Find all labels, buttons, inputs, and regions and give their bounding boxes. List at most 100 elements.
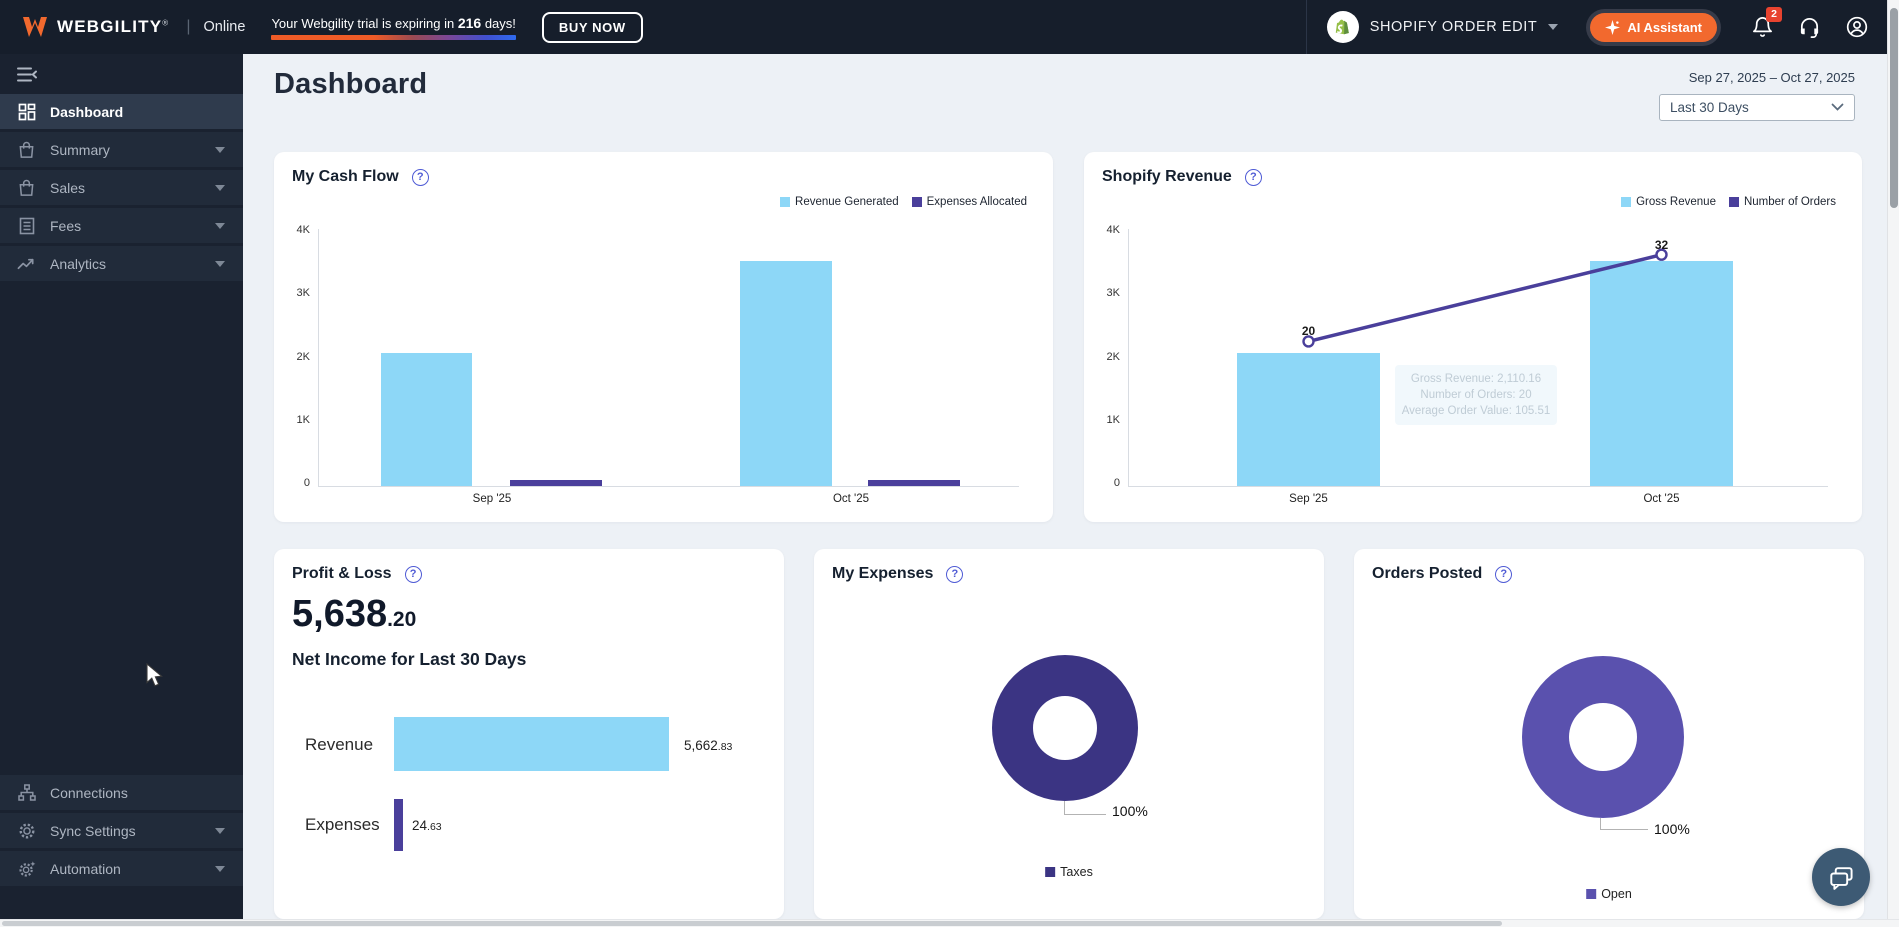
legend-item: Number of Orders bbox=[1728, 196, 1836, 208]
store-selector[interactable]: SHOPIFY ORDER EDIT bbox=[1307, 11, 1579, 43]
chevron-down-icon bbox=[215, 260, 225, 267]
orders-line-series bbox=[1302, 248, 1668, 348]
sidebar-item-analytics[interactable]: Analytics bbox=[0, 246, 243, 281]
revenue-generated-bar bbox=[740, 261, 832, 486]
trend-icon bbox=[17, 254, 36, 273]
horizontal-scrollbar[interactable] bbox=[0, 919, 1899, 927]
vertical-scrollbar-thumb[interactable] bbox=[1890, 8, 1898, 208]
vertical-scrollbar[interactable] bbox=[1887, 0, 1899, 927]
y-axis-tick: 2K bbox=[296, 350, 310, 363]
expenses-bar bbox=[394, 799, 403, 851]
webgility-logo: WEBGILITY® | Online bbox=[22, 15, 245, 39]
y-axis-tick: 0 bbox=[1113, 477, 1120, 489]
net-income-subtitle: Net Income for Last 30 Days bbox=[292, 649, 527, 669]
webgility-logo-icon bbox=[23, 17, 47, 37]
help-icon[interactable]: ? bbox=[404, 565, 422, 583]
main-content: Dashboard Sep 27, 2025 – Oct 27, 2025 La… bbox=[243, 54, 1899, 927]
sidebar-item-label: Summary bbox=[50, 141, 110, 158]
bag-icon bbox=[17, 140, 36, 159]
x-axis-line bbox=[1128, 486, 1828, 487]
card-title: Orders Posted bbox=[1372, 565, 1483, 582]
support-button[interactable] bbox=[1798, 16, 1821, 39]
sidebar-item-summary[interactable]: Summary bbox=[0, 132, 243, 167]
expenses-row-label: Expenses bbox=[305, 815, 380, 834]
sidebar-bottom-nav: Connections Sync Settings Automation bbox=[0, 775, 243, 889]
brand-separator: | bbox=[186, 18, 191, 35]
topbar-divider bbox=[1305, 0, 1307, 54]
chevron-down-icon bbox=[215, 222, 225, 229]
sidebar-main-nav: Dashboard Summary Sales Fees Analytics bbox=[0, 94, 243, 284]
card-shopify-revenue: Shopify Revenue? Gross Revenue Number of … bbox=[1084, 152, 1862, 522]
gross-revenue-bar bbox=[1237, 353, 1380, 486]
period-select[interactable]: Last 30 Days bbox=[1659, 94, 1855, 121]
donut-legend: Open bbox=[1586, 887, 1632, 901]
expenses-allocated-bar bbox=[868, 480, 960, 486]
sidebar-item-automation[interactable]: Automation bbox=[0, 851, 243, 886]
sidebar-item-fees[interactable]: Fees bbox=[0, 208, 243, 243]
trial-progress-bar bbox=[271, 34, 516, 40]
sparkle-icon bbox=[1605, 19, 1621, 35]
y-axis-tick: 4K bbox=[1106, 224, 1120, 236]
revenue-bar bbox=[394, 717, 669, 771]
card-title: Profit & Loss bbox=[292, 565, 392, 582]
line-point-label: 20 bbox=[1301, 324, 1316, 339]
expenses-donut-chart bbox=[992, 655, 1138, 801]
legend-label: Gross Revenue bbox=[1636, 196, 1716, 208]
period-select-value: Last 30 Days bbox=[1670, 100, 1749, 115]
help-icon[interactable]: ? bbox=[1244, 168, 1262, 186]
legend-swatch bbox=[1621, 197, 1632, 207]
legend-label: Revenue Generated bbox=[795, 196, 899, 208]
sidebar-item-dashboard[interactable]: Dashboard bbox=[0, 94, 243, 129]
sidebar-item-sync-settings[interactable]: Sync Settings bbox=[0, 813, 243, 848]
chevron-down-icon bbox=[215, 865, 225, 872]
legend-item: Open bbox=[1586, 887, 1632, 901]
help-icon[interactable]: ? bbox=[946, 565, 964, 583]
revenue-value: 5,662.83 bbox=[684, 738, 733, 753]
document-icon bbox=[17, 216, 36, 235]
sidebar-item-sales[interactable]: Sales bbox=[0, 170, 243, 205]
y-axis-tick: 4K bbox=[296, 224, 310, 236]
sidebar-collapse-button[interactable] bbox=[0, 54, 243, 94]
legend-swatch bbox=[780, 197, 791, 207]
ai-assistant-button[interactable]: AI Assistant bbox=[1590, 12, 1717, 42]
collapse-menu-icon bbox=[17, 67, 37, 81]
x-axis-label: Oct '25 bbox=[1643, 493, 1680, 505]
sidebar-item-label: Connections bbox=[50, 784, 128, 801]
gear-icon bbox=[17, 821, 36, 840]
legend-label: Expenses Allocated bbox=[926, 196, 1027, 208]
line-point bbox=[1302, 335, 1315, 348]
help-icon[interactable]: ? bbox=[1495, 565, 1513, 583]
help-icon[interactable]: ? bbox=[411, 168, 429, 186]
donut-callout-line bbox=[1600, 818, 1648, 830]
registered-mark: ® bbox=[162, 18, 170, 28]
buy-now-button[interactable]: BUY NOW bbox=[541, 11, 643, 43]
legend-label: Taxes bbox=[1060, 865, 1093, 879]
sidebar-item-label: Fees bbox=[50, 217, 82, 234]
donut-callout-line bbox=[1064, 801, 1106, 815]
notifications-button[interactable]: 2 bbox=[1751, 6, 1782, 39]
chat-support-button[interactable] bbox=[1812, 848, 1870, 906]
y-axis-tick: 3K bbox=[1106, 287, 1120, 300]
x-axis-label: Sep '25 bbox=[1289, 493, 1328, 505]
legend-item: Gross Revenue bbox=[1621, 196, 1716, 208]
expenses-value: 24.63 bbox=[412, 818, 442, 833]
y-axis-tick: 2K bbox=[1106, 350, 1120, 363]
y-axis-tick: 0 bbox=[303, 477, 310, 489]
bag-icon bbox=[17, 178, 36, 197]
x-axis-line bbox=[318, 486, 1019, 487]
chart-tooltip: Gross Revenue: 2,110.16 Number of Orders… bbox=[1395, 365, 1557, 426]
legend-item: Revenue Generated bbox=[780, 196, 899, 208]
date-range-label: Sep 27, 2025 – Oct 27, 2025 bbox=[1688, 70, 1855, 85]
horizontal-scrollbar-thumb[interactable] bbox=[2, 921, 1502, 926]
chart-legend: Revenue Generated Expenses Allocated bbox=[780, 196, 1027, 208]
revenue-row-label: Revenue bbox=[305, 735, 374, 754]
card-title: Shopify Revenue bbox=[1102, 168, 1232, 185]
trial-text: Your Webgility trial is expiring in 216 … bbox=[271, 14, 516, 31]
legend-swatch bbox=[1045, 867, 1056, 877]
sidebar-item-connections[interactable]: Connections bbox=[0, 775, 243, 810]
legend-label: Number of Orders bbox=[1743, 196, 1836, 208]
account-button[interactable] bbox=[1845, 15, 1869, 39]
chart-legend: Gross Revenue Number of Orders bbox=[1621, 196, 1836, 208]
x-axis-label: Oct '25 bbox=[832, 493, 870, 505]
